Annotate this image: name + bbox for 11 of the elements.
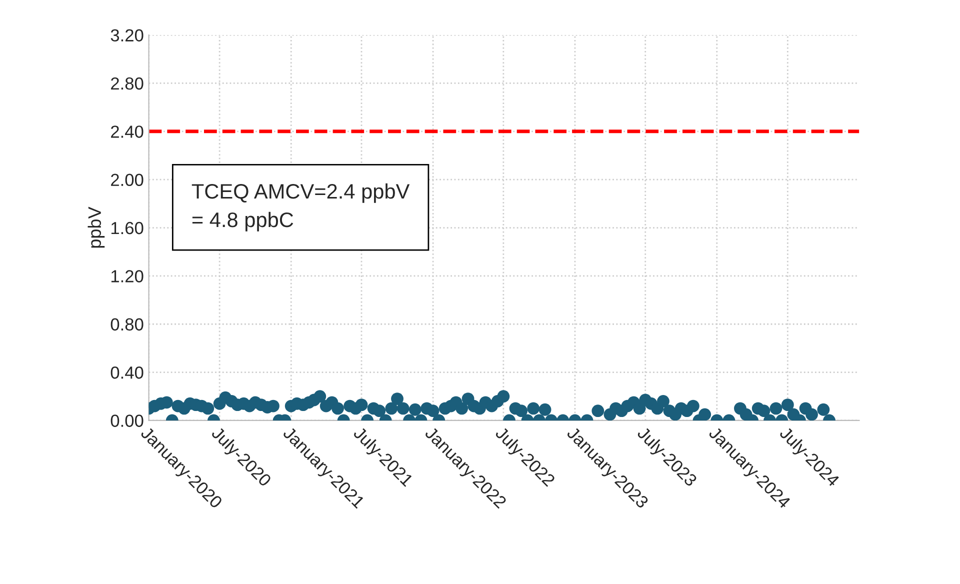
y-tick-label: 0.40 (110, 366, 144, 379)
y-tick-label: 1.20 (111, 270, 144, 282)
y-tick-label: 1.60 (111, 222, 144, 234)
annotation: TCEQ AMCV=2.4 ppbV = 4.8 ppbC (192, 183, 410, 232)
y-tick-label: 0.80 (110, 318, 144, 331)
y-tick-label: 3.20 (110, 29, 144, 42)
y-axis-title: ppbV (88, 206, 105, 248)
y-tick-label: 2.40 (111, 126, 144, 138)
y-tick-label: 2.80 (111, 77, 144, 90)
y-tick-label: 2.00 (111, 174, 144, 186)
y-tick-label: 0.00 (110, 414, 144, 427)
